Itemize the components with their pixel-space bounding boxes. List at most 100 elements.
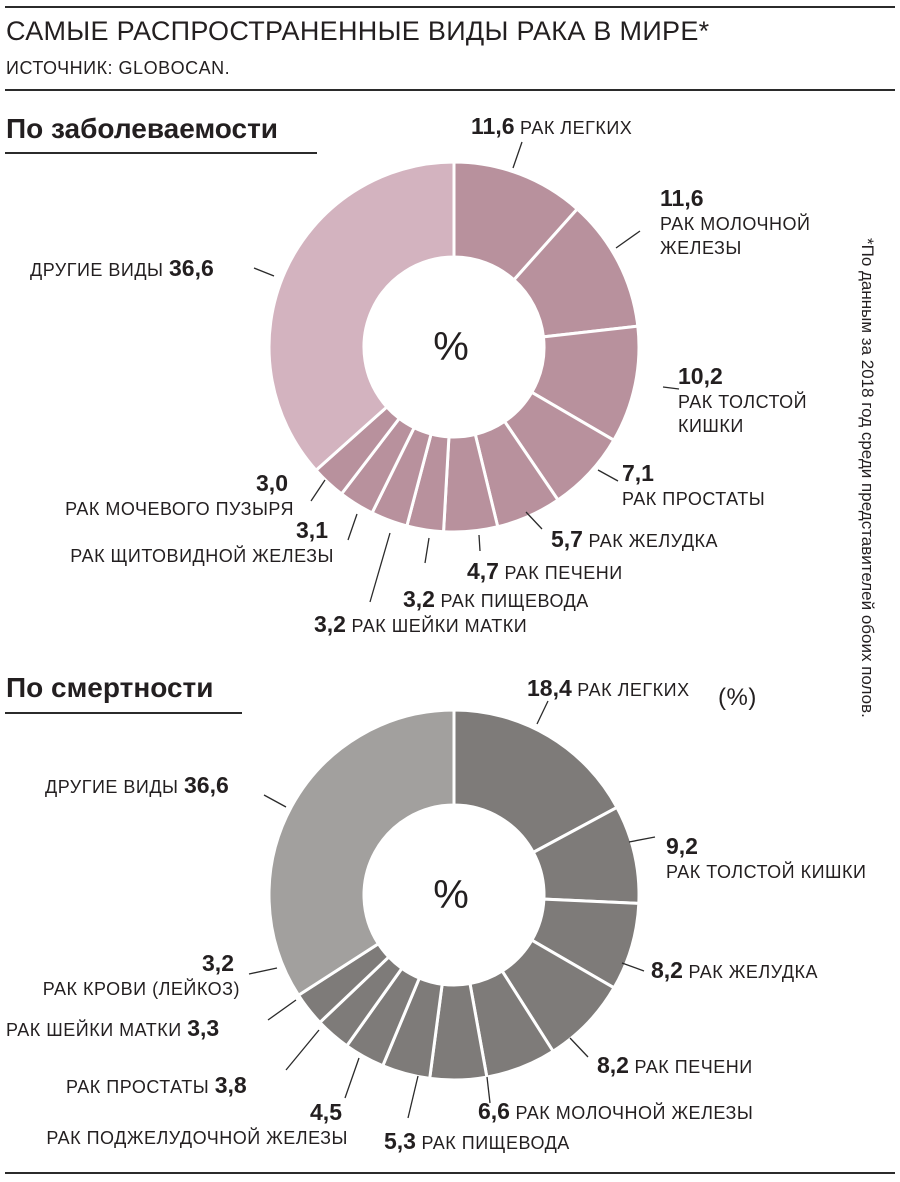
slice-value: 11,6 [660, 185, 704, 211]
slice-value: 3,2 [403, 586, 435, 612]
slice-value: 4,5 [310, 1099, 342, 1125]
slice-value: 6,6 [478, 1098, 510, 1124]
incidence-callout-другие-виды [253, 267, 275, 277]
mortality-callout-рак-шейки-матки [267, 999, 297, 1021]
slice-name: РАК КРОВИ (ЛЕЙКОЗ) [42, 979, 240, 999]
incidence-callout-рак-простаты [597, 469, 619, 482]
incidence-title-underline [5, 152, 317, 154]
slice-name: РАК ПРОСТАТЫ [622, 489, 766, 509]
slice-value: 8,2 [651, 957, 683, 983]
slice-name: РАК ПИЩЕВОДА [440, 591, 589, 611]
slice-name: ДРУГИЕ ВИДЫ [30, 260, 164, 280]
slice-value: 18,4 [527, 675, 572, 701]
incidence-callout-рак-щитовидной-железы [347, 513, 358, 541]
mortality-donut: % [248, 700, 656, 1119]
slice-name: РАК ПРОСТАТЫ [66, 1077, 210, 1097]
incidence-callout-рак-пищевода [424, 537, 430, 564]
mortality-label-рак-молочной-железы: 6,6 РАК МОЛОЧНОЙ ЖЕЛЕЗЫ [478, 1099, 753, 1125]
slice-name: РАК ТОЛСТОЙ КИШКИ [666, 862, 867, 882]
incidence-callout-рак-шейки-матки [369, 532, 391, 603]
mortality-center-label: % [433, 873, 469, 917]
incidence-callout-рак-толстой-кишки [662, 386, 680, 390]
slice-name: РАК ЖЕЛУДКА [688, 962, 819, 982]
incidence-label-рак-молочной-железы: 11,6 РАК МОЛОЧНОЙ ЖЕЛЕЗЫ [660, 186, 810, 260]
slice-name: ЖЕЛЕЗЫ [660, 238, 742, 258]
slice-name: РАК МОЛОЧНОЙ ЖЕЛЕЗЫ [515, 1103, 754, 1123]
incidence-callout-рак-мочевого-пузыря [310, 479, 326, 502]
slice-name: РАК ТОЛСТОЙ [678, 392, 808, 412]
mortality-label-рак-пищевода: 5,3 РАК ПИЩЕВОДА [384, 1129, 570, 1155]
mortality-unit-note: (%) [718, 684, 757, 711]
mortality-callout-рак-пищевода [407, 1075, 419, 1119]
slice-name: КИШКИ [678, 416, 744, 436]
mortality-callout-рак-печени [569, 1037, 589, 1058]
slice-value: 3,2 [314, 611, 346, 637]
slice-value: 36,6 [169, 255, 214, 281]
incidence-section-title: По заболеваемости [6, 113, 279, 144]
slice-name: РАК ПЕЧЕНИ [634, 1057, 753, 1077]
mortality-callout-рак-легких [536, 700, 549, 725]
slice-value: 5,3 [384, 1128, 416, 1154]
slice-name: РАК ПЕЧЕНИ [504, 563, 623, 583]
incidence-center-label: % [433, 325, 469, 369]
slice-name: ДРУГИЕ ВИДЫ [45, 777, 179, 797]
top-rule [5, 6, 895, 8]
incidence-slice-другие-виды [267, 160, 456, 473]
slice-value: 10,2 [678, 363, 723, 389]
mortality-callout-рак-молочной-железы [486, 1076, 491, 1104]
slice-value: 9,2 [666, 833, 698, 859]
slice-name: РАК ЛЕГКИХ [520, 118, 633, 138]
mortality-callout-рак-простаты [285, 1029, 320, 1071]
slice-name: РАК ШЕЙКИ МАТКИ [351, 616, 528, 636]
slice-value: 4,7 [467, 558, 499, 584]
bottom-rule [5, 1172, 895, 1174]
incidence-label-рак-мочевого-пузыря: 3,0 РАК МОЧЕВОГО ПУЗЫРЯ [32, 471, 294, 521]
mortality-label-рак-крови-лейкоз: 3,2 РАК КРОВИ (ЛЕЙКОЗ) [10, 951, 240, 1001]
mortality-label-рак-печени: 8,2 РАК ПЕЧЕНИ [597, 1053, 753, 1079]
mortality-label-рак-толстой-кишки: 9,2 РАК ТОЛСТОЙ КИШКИ [666, 834, 866, 884]
slice-value: 3,1 [296, 517, 328, 543]
mortality-label-рак-поджелудочной-железы: 4,5 РАК ПОДЖЕЛУДОЧНОЙ ЖЕЛЕЗЫ [2, 1100, 348, 1150]
incidence-donut: % [253, 141, 680, 603]
source-note: ИСТОЧНИК: GLOBOCAN. [6, 58, 231, 78]
slice-name: РАК ЛЕГКИХ [577, 680, 690, 700]
mortality-label-другие-виды: ДРУГИЕ ВИДЫ 36,6 [45, 773, 229, 799]
slice-name: РАК ПОДЖЕЛУДОЧНОЙ ЖЕЛЕЗЫ [46, 1128, 348, 1148]
mortality-label-рак-простаты: РАК ПРОСТАТЫ 3,8 [66, 1073, 247, 1099]
incidence-callout-рак-желудка [525, 511, 543, 530]
incidence-label-рак-печени: 4,7 РАК ПЕЧЕНИ [467, 559, 623, 585]
incidence-callout-рак-легких [512, 141, 523, 169]
mortality-title-underline [5, 712, 242, 714]
slice-name: РАК ЖЕЛУДКА [588, 531, 719, 551]
incidence-label-другие-виды: ДРУГИЕ ВИДЫ 36,6 [30, 256, 214, 282]
incidence-label-рак-желудка: 5,7 РАК ЖЕЛУДКА [551, 527, 718, 553]
mortality-callout-другие-виды [263, 794, 287, 808]
page-title: САМЫЕ РАСПРОСТРАНЕННЫЕ ВИДЫ РАКА В МИРЕ* [6, 16, 710, 46]
slice-value: 3,2 [202, 950, 234, 976]
incidence-label-рак-щитовидной-железы: 3,1 РАК ЩИТОВИДНОЙ ЖЕЛЕЗЫ [24, 518, 334, 568]
mortality-callout-рак-поджелудочной-железы [344, 1057, 360, 1099]
incidence-label-рак-шейки-матки: 3,2 РАК ШЕЙКИ МАТКИ [314, 612, 527, 638]
slice-value: 5,7 [551, 526, 583, 552]
mortality-label-рак-шейки-матки: РАК ШЕЙКИ МАТКИ 3,3 [6, 1016, 219, 1042]
slice-name: РАК ПИЩЕВОДА [421, 1133, 570, 1153]
incidence-label-рак-пищевода: 3,2 РАК ПИЩЕВОДА [403, 587, 589, 613]
slice-value: 8,2 [597, 1052, 629, 1078]
incidence-label-рак-легких: 11,6 РАК ЛЕГКИХ [471, 114, 632, 140]
incidence-callout-рак-молочной-железы [615, 230, 641, 249]
header-rule [5, 89, 895, 91]
slice-value: 36,6 [184, 772, 229, 798]
slice-name: РАК ЩИТОВИДНОЙ ЖЕЛЕЗЫ [70, 546, 334, 566]
mortality-slice-другие-виды [267, 708, 456, 998]
slice-value: 7,1 [622, 460, 654, 486]
slice-name: РАК МОЧЕВОГО ПУЗЫРЯ [65, 499, 294, 519]
slice-value: 3,0 [256, 470, 288, 496]
incidence-callout-рак-печени [478, 534, 481, 552]
mortality-label-рак-легких: 18,4 РАК ЛЕГКИХ [527, 676, 690, 702]
slice-name: РАК ШЕЙКИ МАТКИ [6, 1020, 182, 1040]
mortality-callout-рак-толстой-кишки [628, 836, 656, 843]
mortality-callout-рак-крови-лейкоз [248, 967, 278, 975]
mortality-label-рак-желудка: 8,2 РАК ЖЕЛУДКА [651, 958, 818, 984]
slice-value: 3,3 [187, 1015, 220, 1041]
